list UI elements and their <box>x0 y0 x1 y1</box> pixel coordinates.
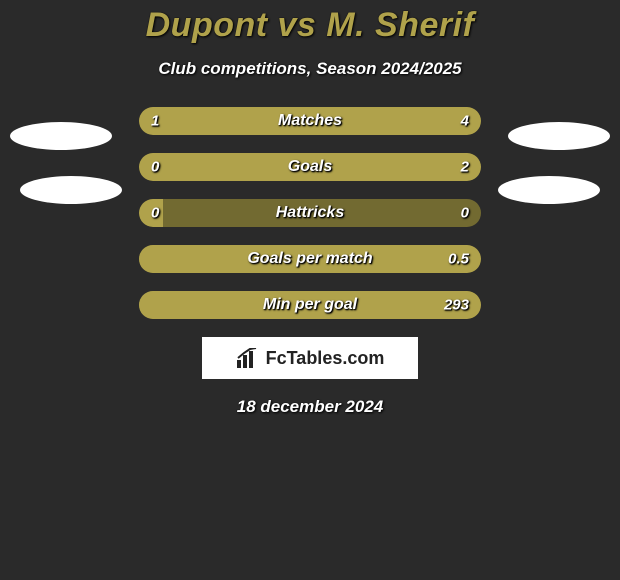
brand-badge: FcTables.com <box>202 337 418 379</box>
stat-fill-right <box>139 245 481 273</box>
stat-value-right: 2 <box>461 159 469 176</box>
bars-icon <box>236 348 260 368</box>
stat-row-goals-per-match: Goals per match 0.5 <box>139 245 481 273</box>
stat-value-left: 1 <box>151 113 159 130</box>
brand-text: FcTables.com <box>266 348 385 369</box>
stat-fill-right <box>201 107 481 135</box>
stat-bars: 1 Matches 4 0 Goals 2 0 Hattricks 0 Goal… <box>0 107 620 319</box>
comparison-infographic: Dupont vs M. Sherif Club competitions, S… <box>0 0 620 580</box>
stat-value-left: 0 <box>151 159 159 176</box>
stat-row-goals: 0 Goals 2 <box>139 153 481 181</box>
subtitle: Club competitions, Season 2024/2025 <box>0 59 620 79</box>
date-text: 18 december 2024 <box>0 397 620 417</box>
stat-fill-right <box>139 291 481 319</box>
stat-row-min-per-goal: Min per goal 293 <box>139 291 481 319</box>
stat-value-right: 0.5 <box>448 251 469 268</box>
stat-value-right: 0 <box>461 205 469 222</box>
stat-row-hattricks: 0 Hattricks 0 <box>139 199 481 227</box>
stat-value-left: 0 <box>151 205 159 222</box>
page-title: Dupont vs M. Sherif <box>0 6 620 45</box>
stat-value-right: 293 <box>444 297 469 314</box>
stat-label: Hattricks <box>139 204 481 222</box>
stat-fill-right <box>163 153 481 181</box>
stat-value-right: 4 <box>461 113 469 130</box>
stat-fill-left <box>139 107 201 135</box>
stat-row-matches: 1 Matches 4 <box>139 107 481 135</box>
